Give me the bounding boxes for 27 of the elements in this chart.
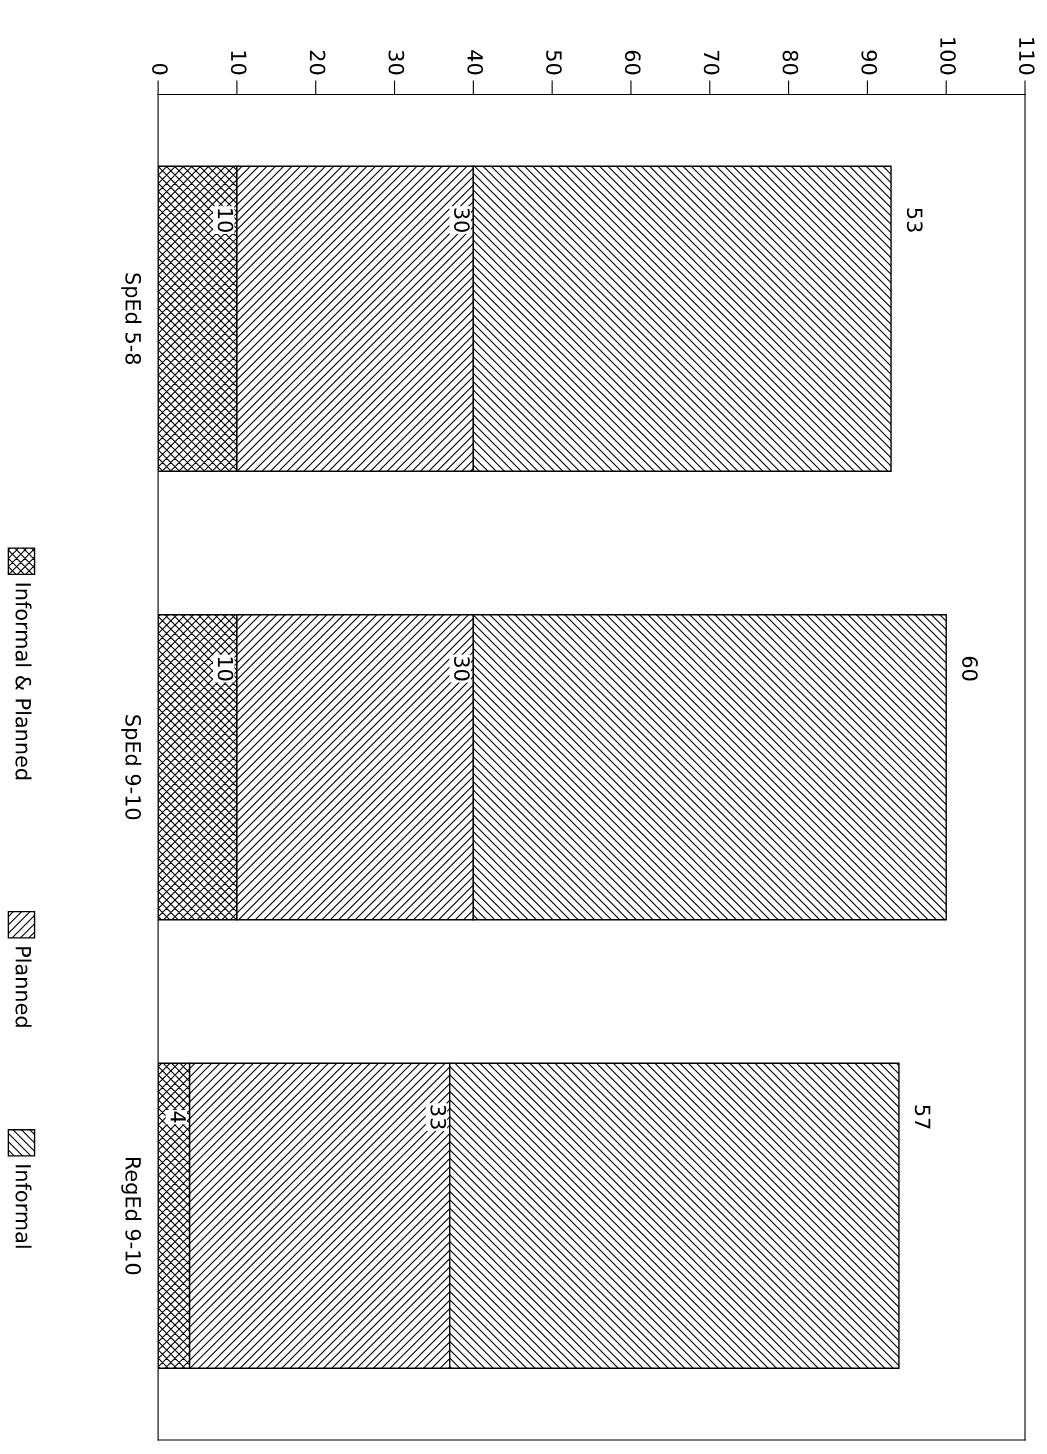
x-tick-label: 70 — [703, 50, 720, 75]
y-tick-label: SpEd 5-8 — [121, 273, 142, 365]
x-tick-label: 40 — [467, 50, 484, 75]
data-label: 30 — [454, 656, 470, 681]
data-label: 10 — [217, 209, 234, 232]
x-tick-label: 10 — [230, 51, 247, 75]
legend-label: Planned — [15, 947, 32, 1027]
x-tick-label: 80 — [782, 50, 799, 75]
data-label: 33 — [430, 1105, 447, 1129]
x-tick-label: 110 — [1018, 38, 1035, 75]
data-label: 30 — [454, 208, 470, 232]
y-tick-label: RegEd 9-10 — [121, 1157, 142, 1275]
x-tick-label: 90 — [861, 50, 878, 75]
x-tick-label: 50 — [546, 50, 562, 75]
x-tick-label: 30 — [388, 50, 405, 75]
legend-label: Informal & Planned — [15, 583, 32, 780]
data-label: 10 — [217, 657, 234, 681]
legend-label: Informal — [15, 1165, 32, 1248]
x-tick-label: 100 — [940, 38, 956, 75]
x-tick-label: 60 — [624, 50, 641, 75]
data-label: 57 — [914, 1105, 931, 1129]
x-tick-label: 0 — [152, 63, 168, 75]
y-tick-label: SpEd 9-10 — [121, 715, 142, 820]
data-label: 60 — [962, 656, 978, 681]
data-label: 4 — [170, 1111, 186, 1123]
x-tick-label: 20 — [309, 50, 326, 75]
data-label: 53 — [906, 208, 923, 232]
